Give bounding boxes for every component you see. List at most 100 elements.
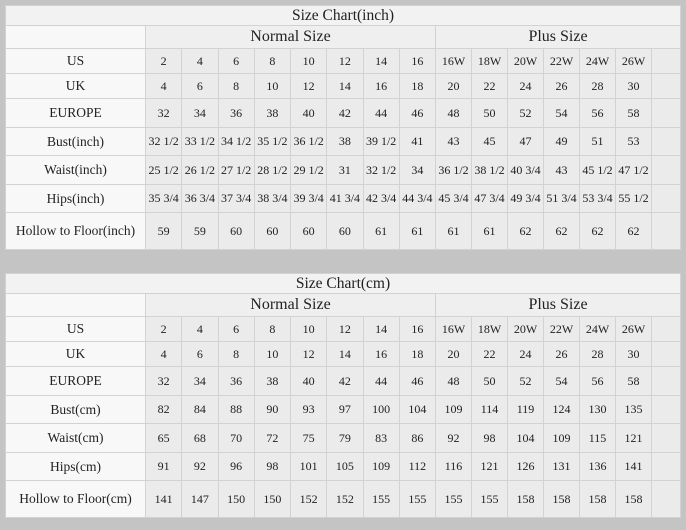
size-cell: 56 <box>579 366 616 396</box>
size-cell: 30 <box>615 341 652 367</box>
size-cell: 26 <box>543 341 580 367</box>
size-cell: 6 <box>217 316 255 342</box>
row-label: Hips(cm) <box>5 452 146 481</box>
size-cell: 36 <box>217 366 255 396</box>
empty-cell <box>650 366 682 396</box>
size-cell: 36 <box>217 98 255 128</box>
size-cell: 52 <box>507 366 544 396</box>
size-cell: 70 <box>217 423 255 453</box>
size-cell: 61 <box>435 212 472 250</box>
size-cell: 45 1/2 <box>579 155 616 185</box>
size-cell: 16W <box>435 48 472 74</box>
table-row: EUROPE 32 34 36 38 40 42 44 46 48 50 52 54 56 58 <box>5 366 682 396</box>
empty-cell <box>650 395 682 424</box>
size-cell: 20 <box>435 73 472 99</box>
size-cell: 79 <box>326 423 364 453</box>
size-cell: 39 3/4 <box>289 184 328 213</box>
size-cell: 83 <box>362 423 400 453</box>
size-cell: 136 <box>579 452 616 481</box>
size-cell: 14 <box>326 73 364 99</box>
table-row: Bust(cm) 82 84 88 90 93 97 100 104 109 114 119 124 13… <box>5 395 682 424</box>
empty-cell <box>650 341 682 367</box>
size-cell: 52 <box>507 98 544 128</box>
size-cell: 58 <box>615 366 652 396</box>
size-cell: 109 <box>435 395 472 424</box>
size-cell: 49 <box>543 127 580 156</box>
size-cell: 18W <box>471 48 508 74</box>
size-cell: 155 <box>362 480 400 518</box>
size-cell: 37 3/4 <box>217 184 255 213</box>
size-cell: 82 <box>144 395 183 424</box>
row-label: Waist(cm) <box>5 423 146 453</box>
row-label: Hollow to Floor(cm) <box>5 480 146 518</box>
size-cell: 33 1/2 <box>181 127 219 156</box>
size-cell: 43 <box>435 127 472 156</box>
row-label: EUROPE <box>5 98 146 128</box>
size-cell: 59 <box>144 212 183 250</box>
size-cell: 24W <box>579 316 616 342</box>
row-label: Hips(inch) <box>5 184 146 213</box>
size-cell: 53 3/4 <box>579 184 616 213</box>
size-cell: 8 <box>217 73 255 99</box>
size-cell: 48 <box>435 366 472 396</box>
size-cell: 38 1/2 <box>471 155 508 185</box>
size-cell: 53 <box>615 127 652 156</box>
size-cell: 97 <box>326 395 364 424</box>
size-cell: 41 3/4 <box>326 184 364 213</box>
size-cell: 40 3/4 <box>507 155 544 185</box>
size-cell: 112 <box>398 452 437 481</box>
size-cell: 24W <box>579 48 616 74</box>
size-cell: 16 <box>398 48 437 74</box>
normal-size-header: Normal Size <box>145 25 436 49</box>
size-cell: 12 <box>326 316 364 342</box>
size-cell: 141 <box>144 480 183 518</box>
size-cell: 91 <box>144 452 183 481</box>
size-cell: 16 <box>362 341 400 367</box>
size-cell: 36 1/2 <box>435 155 472 185</box>
size-cell: 10 <box>253 341 292 367</box>
size-cell: 4 <box>144 73 183 99</box>
size-cell: 46 <box>398 366 437 396</box>
size-cell: 2 <box>144 316 183 342</box>
size-cell: 22 <box>471 341 508 367</box>
size-cell: 62 <box>507 212 544 250</box>
size-cell: 4 <box>181 316 219 342</box>
size-cell: 22W <box>543 316 580 342</box>
size-cell: 98 <box>253 452 292 481</box>
size-cell: 121 <box>471 452 508 481</box>
size-cell: 150 <box>253 480 292 518</box>
size-cell: 31 <box>326 155 364 185</box>
size-cell: 119 <box>507 395 544 424</box>
size-cell: 38 <box>253 98 292 128</box>
size-cell: 51 <box>579 127 616 156</box>
size-cell: 152 <box>289 480 328 518</box>
size-cell: 14 <box>326 341 364 367</box>
size-cell: 20W <box>507 316 544 342</box>
size-cell: 10 <box>289 48 328 74</box>
size-cell: 38 <box>326 127 364 156</box>
row-label: Bust(inch) <box>5 127 146 156</box>
size-cell: 47 3/4 <box>471 184 508 213</box>
size-cell: 26 1/2 <box>181 155 219 185</box>
row-label: Waist(inch) <box>5 155 146 185</box>
plus-size-header: Plus Size <box>434 293 682 317</box>
size-chart-cm: Size Chart(cm) Normal Size Plus Size US 2 4 6 8… <box>4 273 682 518</box>
table-row: Waist(cm) 65 68 70 72 75 79 83 86 92 98 104 109 115 12… <box>5 423 682 453</box>
empty-cell <box>650 452 682 481</box>
table-row: Hips(cm) 91 92 96 98 101 105 109 112 116 121 126 131… <box>5 452 682 481</box>
size-cell: 24 <box>507 73 544 99</box>
size-cell: 18W <box>471 316 508 342</box>
normal-size-header: Normal Size <box>145 293 436 317</box>
size-cell: 24 <box>507 341 544 367</box>
row-label: UK <box>5 341 146 367</box>
size-cell: 44 <box>362 98 400 128</box>
row-label: Hollow to Floor(inch) <box>5 212 146 250</box>
size-cell: 44 3/4 <box>398 184 437 213</box>
empty-cell <box>650 98 682 128</box>
size-cell: 147 <box>181 480 219 518</box>
size-cell: 12 <box>326 48 364 74</box>
size-cell: 14 <box>362 316 400 342</box>
size-cell: 4 <box>144 341 183 367</box>
table-row: Hollow to Floor(cm) 141 147 150 150 152 152 155… <box>5 480 682 518</box>
size-cell: 124 <box>543 395 580 424</box>
